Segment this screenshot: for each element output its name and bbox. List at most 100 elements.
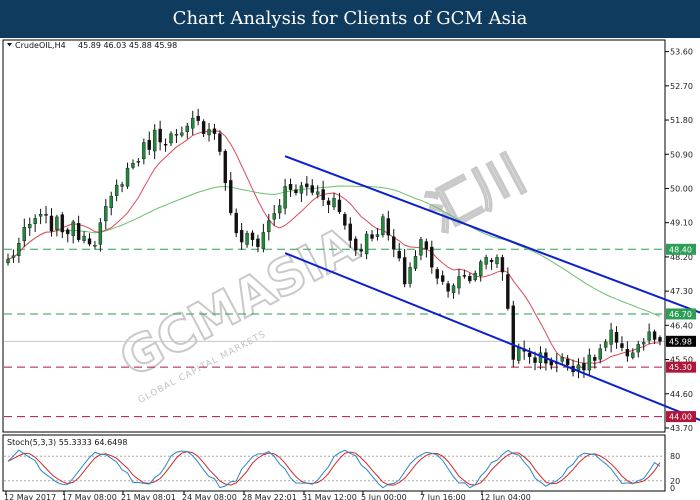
candle — [196, 108, 200, 126]
candle — [55, 214, 59, 237]
candle-body — [457, 276, 461, 289]
candle — [598, 344, 602, 364]
candle-body — [343, 214, 347, 226]
candle — [11, 249, 16, 263]
x-tick-label: 12 Jun 04:00 — [480, 493, 531, 500]
candle-body — [76, 223, 81, 240]
y-tick-label: 49.10 — [670, 219, 693, 228]
candle-body — [582, 363, 586, 371]
candle — [310, 179, 314, 196]
candle-body — [223, 151, 228, 184]
candle — [180, 126, 184, 138]
candle — [392, 229, 396, 258]
candle — [593, 354, 597, 369]
candle — [131, 159, 135, 170]
y-tick-label: 50.00 — [670, 184, 693, 193]
price-axis: 53.60 52.70 51.80 50.90 50.00 49.10 48.20 47.30… — [665, 48, 693, 433]
candle-body — [185, 125, 190, 132]
candle — [337, 192, 342, 214]
stoch-d-line — [7, 451, 661, 486]
candle-body — [652, 331, 657, 340]
candle — [348, 217, 352, 248]
candle-body — [256, 238, 260, 248]
candle — [125, 162, 130, 189]
candle — [185, 122, 190, 139]
candle — [625, 341, 630, 362]
candle — [76, 215, 81, 242]
candle-body — [131, 162, 135, 168]
candle — [201, 119, 206, 138]
candle — [191, 110, 195, 136]
candle — [60, 212, 65, 239]
candle — [652, 329, 657, 345]
candle — [457, 268, 461, 295]
level-lines — [4, 248, 664, 418]
candle-body — [93, 245, 97, 247]
candle — [658, 335, 662, 346]
candle-body — [6, 258, 10, 264]
candle-body — [261, 232, 266, 249]
candle-body — [66, 229, 70, 235]
candle-body — [55, 216, 59, 230]
candle-body — [587, 354, 592, 371]
x-tick-label: 17 May 08:00 — [62, 493, 117, 500]
candle-body — [538, 352, 543, 363]
candle — [22, 218, 26, 248]
candle — [261, 223, 266, 253]
candle-body — [71, 221, 75, 236]
y-tick-label: 47.30 — [670, 287, 693, 296]
candle — [397, 242, 401, 262]
watermark-brand: GCMASIA — [110, 215, 367, 388]
y-tick-label: 43.70 — [670, 424, 693, 433]
candle — [642, 337, 646, 351]
level-label-45.98: 45.98 — [669, 337, 692, 346]
candle — [174, 129, 179, 144]
candle — [305, 176, 309, 196]
candle — [636, 340, 640, 358]
candle — [294, 184, 298, 196]
candle — [440, 270, 445, 285]
candle-body — [593, 357, 597, 361]
candle — [511, 300, 515, 368]
candle — [375, 228, 380, 241]
candle — [614, 326, 619, 349]
candle — [620, 336, 624, 352]
candle — [321, 180, 325, 207]
candle-body — [277, 205, 282, 214]
ma-fast-line — [7, 130, 661, 364]
candle — [506, 267, 510, 311]
candle — [245, 230, 249, 248]
candle-body — [120, 184, 124, 187]
candle-body — [364, 233, 369, 255]
y-tick-label: 51.80 — [670, 116, 693, 125]
candle — [582, 357, 586, 378]
level-tag-46.70 — [666, 308, 696, 320]
candle-body — [462, 275, 467, 277]
ma-slow — [7, 185, 661, 317]
candle-body — [337, 199, 342, 213]
candle-body — [180, 132, 184, 136]
candle-body — [125, 167, 130, 187]
candle — [277, 199, 282, 219]
candle-body — [299, 185, 304, 194]
candle-body — [196, 115, 200, 121]
candle — [283, 178, 287, 215]
candle — [147, 131, 151, 156]
candle-body — [402, 257, 407, 285]
candle-body — [473, 272, 477, 281]
symbol-dropdown-icon[interactable] — [7, 43, 12, 47]
candle — [218, 130, 222, 156]
x-tick-label: 5 Jun 00:00 — [361, 493, 407, 500]
candle — [49, 208, 54, 237]
candle-body — [33, 218, 37, 225]
candle-body — [636, 344, 640, 353]
candle-body — [642, 342, 646, 345]
candle-body — [370, 234, 374, 239]
candle — [354, 236, 358, 256]
candle-body — [565, 358, 570, 366]
stoch-tick-label: 80 — [670, 452, 680, 461]
candle-body — [87, 238, 92, 245]
candle — [386, 210, 391, 241]
candle-body — [479, 261, 483, 276]
candle — [152, 124, 157, 160]
